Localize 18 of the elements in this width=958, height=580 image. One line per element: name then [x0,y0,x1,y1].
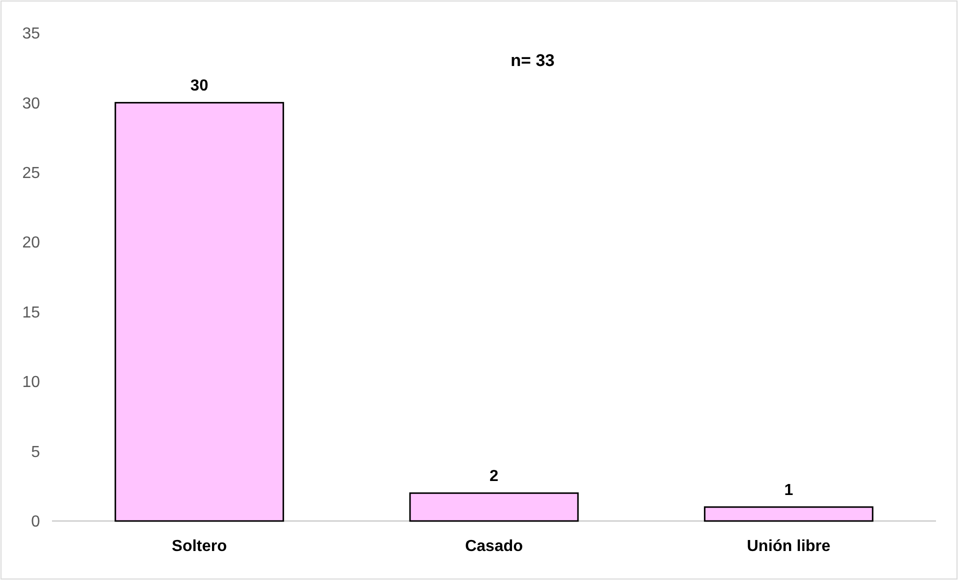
y-tick-label: 25 [22,165,40,182]
y-tick-label: 35 [22,26,40,43]
y-tick-label: 10 [22,374,40,392]
x-tick-label: Soltero [172,538,228,555]
x-tick-label: Unión libre [746,538,831,555]
y-tick-label: 20 [22,234,40,252]
y-tick-label: 0 [31,514,40,531]
data-label: 1 [784,482,794,500]
bar [704,506,874,522]
y-tick-label: 5 [31,444,40,461]
data-label: 30 [190,78,208,95]
y-tick-label: 30 [22,95,40,112]
annotation: n= 33 [510,51,555,70]
y-tick-label: 15 [22,304,40,322]
x-tick-label: Casado [465,538,524,555]
bar [114,102,284,522]
data-label: 2 [490,468,499,486]
bar [409,492,579,522]
